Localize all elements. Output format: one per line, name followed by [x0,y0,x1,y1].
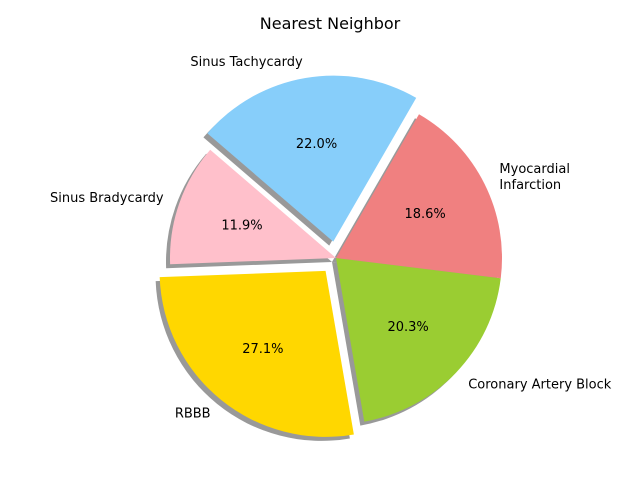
slices [159,75,502,437]
percent-label-myocardial-infarction: 18.6% [404,207,445,222]
slice-coronary-artery-block [336,258,501,422]
slice-myocardial-infarction [336,114,502,279]
slice-label-sinus-tachycardy: Sinus Tachycardy [190,55,303,70]
slice-label-rbbb: RBBB [175,406,211,421]
percent-label-coronary-artery-block: 20.3% [387,320,428,335]
slice-sinus-tachycardy [207,75,417,242]
percent-label-rbbb: 27.1% [242,342,283,357]
chart-title: Nearest Neighbor [260,14,401,33]
percent-label-sinus-tachycardy: 22.0% [296,137,337,152]
slice-labels: Sinus Tachycardy Sinus Bradycardy RBBB Coro… [50,55,612,421]
slice-label-sinus-bradycardy: Sinus Bradycardy [50,191,164,206]
slice-sinus-bradycardy [170,149,336,265]
slice-rbbb [159,270,354,437]
percent-label-sinus-bradycardy: 11.9% [221,219,262,234]
slice-label-myocardial-infarction: Myocardial Infarction [499,162,570,193]
slice-label-coronary-artery-block: Coronary Artery Block [468,377,612,392]
percent-labels: 22.0% 11.9% 27.1% 20.3% 18.6% [221,137,445,357]
